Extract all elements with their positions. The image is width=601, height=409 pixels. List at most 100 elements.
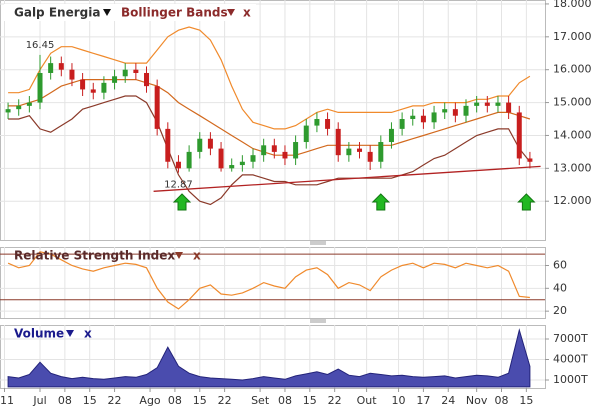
- y-tick-label: 40: [553, 281, 567, 294]
- candle-body: [388, 128, 394, 143]
- panel-title: Volume: [14, 327, 64, 341]
- signal-arrow: [172, 193, 192, 211]
- candle-body: [16, 105, 22, 110]
- x-tick-label: Nov: [466, 394, 488, 407]
- candle-body: [122, 69, 128, 77]
- candle-body: [250, 155, 256, 162]
- x-tick-label: 22: [218, 394, 232, 407]
- candle-body: [506, 102, 512, 113]
- candle-body: [399, 119, 405, 129]
- y-tick-label: 14.000: [553, 128, 592, 141]
- candle-body: [80, 79, 86, 90]
- x-tick-label: 08: [168, 394, 182, 407]
- panel-frame: [0, 247, 546, 319]
- candle-body: [197, 138, 203, 152]
- y-tick-label: 60: [553, 258, 567, 271]
- candle-body: [261, 145, 267, 156]
- candle-body: [218, 148, 224, 169]
- candle-body: [239, 161, 245, 166]
- menu-arrow[interactable]: [175, 252, 183, 259]
- menu-arrow[interactable]: [227, 9, 235, 16]
- y-tick-label: 4000T: [553, 353, 588, 366]
- x-tick-label: Ago: [139, 394, 161, 407]
- y-tick-label: 1000T: [553, 373, 588, 386]
- candle-body: [58, 63, 64, 70]
- candle-body: [314, 119, 320, 126]
- y-tick-label: 15.000: [553, 96, 592, 109]
- title-box: [4, 4, 256, 21]
- candle-body: [495, 102, 501, 106]
- chart-title: Galp Energia: [14, 6, 100, 20]
- volume-area: [7, 328, 531, 388]
- x-tick-label: 11: [0, 394, 14, 407]
- candle-body: [293, 142, 299, 159]
- candle-body: [271, 145, 277, 152]
- y-tick-label: 12.000: [553, 194, 592, 207]
- candle-body: [26, 102, 32, 106]
- signal-arrow: [371, 193, 391, 211]
- x-tick-label: 15: [193, 394, 207, 407]
- menu-arrow[interactable]: [66, 330, 74, 337]
- trend-line: [153, 165, 541, 192]
- candle-body: [133, 69, 139, 73]
- close-button[interactable]: x: [243, 6, 251, 20]
- candle-body: [346, 148, 352, 156]
- x-tick-label: 24: [441, 394, 455, 407]
- x-tick-label: Jul: [32, 394, 46, 407]
- x-tick-label: Set: [251, 394, 270, 407]
- menu-arrow[interactable]: [103, 9, 111, 16]
- x-tick-label: 17: [416, 394, 430, 407]
- x-tick-label: 08: [278, 394, 292, 407]
- candle-body: [154, 86, 160, 129]
- y-tick-label: 13.000: [553, 161, 592, 174]
- x-tick-label: 08: [58, 394, 72, 407]
- candle-body: [69, 69, 75, 80]
- x-tick-label: 15: [519, 394, 533, 407]
- candle-body: [282, 151, 288, 159]
- price-annotation: 16.45: [26, 40, 55, 51]
- candle-body: [48, 63, 54, 73]
- candle-body: [90, 89, 96, 93]
- indicator-title: Bollinger Bands: [121, 6, 228, 20]
- price-annotation: 12.87: [164, 180, 193, 191]
- candle-body: [378, 142, 384, 162]
- x-tick-label: 15: [83, 394, 97, 407]
- candle-body: [229, 165, 235, 169]
- candle-body: [420, 115, 426, 123]
- x-tick-label: Out: [357, 394, 378, 407]
- close-button[interactable]: x: [193, 249, 201, 263]
- y-tick-label: 17.000: [553, 30, 592, 43]
- y-tick-label: 18.000: [553, 0, 592, 10]
- candle-body: [112, 76, 118, 83]
- candle-body: [335, 128, 341, 156]
- candle-body: [431, 112, 437, 123]
- candle-body: [5, 109, 11, 113]
- candle-body: [463, 105, 469, 116]
- candle-body: [474, 102, 480, 106]
- candle-body: [175, 161, 181, 169]
- candle-body: [165, 128, 171, 162]
- x-tick-label: 10: [392, 394, 406, 407]
- y-tick-label: 7000T: [553, 332, 588, 345]
- x-tick-label: 15: [303, 394, 317, 407]
- panel-title: Relative Strength Index: [14, 249, 175, 263]
- candle-body: [207, 138, 213, 149]
- bollinger-band: [8, 79, 531, 156]
- close-button[interactable]: x: [84, 327, 92, 341]
- candle-body: [367, 151, 373, 162]
- candle-body: [442, 109, 448, 113]
- candle-body: [527, 158, 533, 162]
- candle-body: [186, 151, 192, 169]
- x-tick-label: 22: [328, 394, 342, 407]
- candle-body: [516, 112, 522, 159]
- x-tick-label: 08: [495, 394, 509, 407]
- candle-body: [101, 82, 107, 93]
- y-tick-label: 16.000: [553, 63, 592, 76]
- candle-body: [303, 125, 309, 143]
- bollinger-band: [8, 95, 531, 206]
- candle-body: [452, 109, 458, 116]
- resize-grip[interactable]: [310, 241, 326, 323]
- y-tick-label: 20: [553, 304, 567, 317]
